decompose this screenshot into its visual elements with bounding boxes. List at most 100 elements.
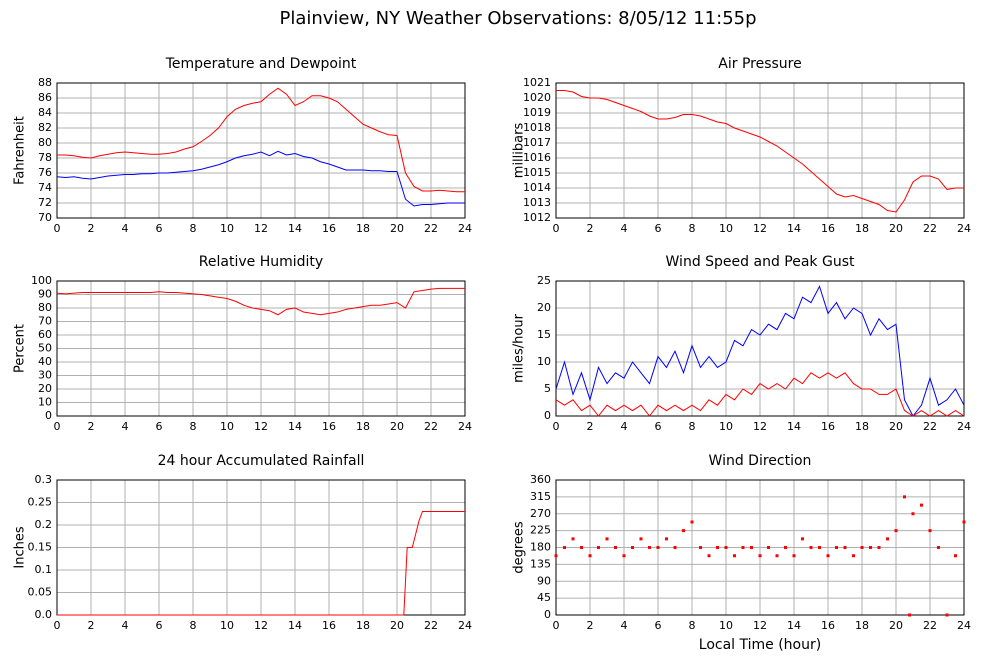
x-tick-label: 10 [719, 619, 733, 632]
data-point [852, 554, 855, 558]
y-tick-label: 0 [544, 608, 551, 621]
y-tick-label: 20 [537, 301, 551, 314]
data-point [639, 537, 643, 541]
y-tick-label: 10 [537, 355, 551, 368]
x-tick-label: 22 [923, 222, 937, 235]
y-axis-label: Percent [13, 324, 28, 373]
y-tick-label: 180 [530, 541, 551, 554]
data-point [648, 546, 651, 549]
chart-title: Wind Speed and Peak Gust [666, 254, 855, 270]
x-tick-label: 8 [190, 619, 197, 632]
data-point [690, 520, 694, 524]
plot-frame [555, 479, 965, 616]
x-tick-label: 14 [787, 420, 801, 433]
y-tick-label: 1015 [523, 166, 551, 179]
x-tick-label: 10 [220, 619, 234, 632]
y-tick-label: 0.1 [35, 563, 53, 576]
data-point [605, 537, 609, 541]
data-point [673, 546, 677, 549]
y-tick-label: 70 [38, 315, 52, 328]
y-axis-label: millibars [512, 123, 527, 179]
chart-title: Relative Humidity [199, 254, 323, 270]
x-tick-label: 6 [156, 222, 163, 235]
y-tick-label: 1020 [523, 91, 551, 104]
data-line [57, 511, 465, 616]
data-point [554, 554, 558, 558]
data-point [750, 546, 753, 549]
y-tick-label: 1016 [523, 151, 551, 164]
x-tick-label: 2 [88, 420, 95, 433]
x-tick-label: 14 [787, 222, 801, 235]
x-tick-label: 0 [553, 619, 560, 632]
y-tick-label: 45 [537, 591, 551, 604]
y-tick-label: 88 [38, 76, 52, 89]
x-tick-label: 4 [122, 222, 129, 235]
x-tick-label: 6 [655, 619, 662, 632]
x-tick-label: 2 [88, 222, 95, 235]
x-tick-label: 24 [458, 420, 472, 433]
x-tick-label: 6 [156, 619, 163, 632]
y-axis-label: Inches [13, 526, 28, 568]
x-tick-label: 8 [190, 222, 197, 235]
x-tick-label: 2 [88, 619, 95, 632]
data-point [622, 554, 626, 558]
x-tick-label: 12 [753, 619, 767, 632]
chart-title: Wind Direction [709, 453, 812, 469]
data-point [571, 537, 575, 541]
y-tick-label: 0.3 [35, 473, 53, 486]
x-tick-label: 18 [855, 420, 869, 433]
x-tick-label: 10 [220, 222, 234, 235]
data-point [894, 529, 898, 533]
x-tick-label: 4 [122, 420, 129, 433]
y-tick-label: 30 [38, 369, 52, 382]
y-tick-label: 1017 [523, 136, 551, 149]
data-point [699, 546, 702, 549]
data-point [801, 537, 804, 541]
data-point [767, 546, 770, 549]
x-tick-label: 10 [719, 222, 733, 235]
x-tick-label: 24 [957, 420, 971, 433]
y-tick-label: 1014 [523, 181, 551, 194]
x-tick-label: 8 [689, 222, 696, 235]
x-tick-label: 4 [122, 619, 129, 632]
x-tick-label: 4 [621, 222, 628, 235]
x-tick-label: 8 [689, 420, 696, 433]
x-tick-label: 22 [424, 420, 438, 433]
x-tick-label: 0 [553, 222, 560, 235]
x-tick-label: 12 [254, 222, 268, 235]
x-tick-label: 16 [322, 420, 336, 433]
y-tick-label: 0.25 [28, 496, 53, 509]
y-tick-label: 82 [38, 121, 52, 134]
x-tick-label: 4 [621, 420, 628, 433]
y-tick-label: 74 [38, 181, 52, 194]
y-tick-label: 78 [38, 151, 52, 164]
x-tick-label: 20 [390, 222, 404, 235]
y-tick-label: 90 [537, 574, 551, 587]
x-tick-label: 0 [54, 420, 61, 433]
data-point [877, 546, 881, 549]
x-tick-label: 0 [54, 619, 61, 632]
data-point [656, 546, 660, 549]
y-tick-label: 135 [530, 557, 551, 570]
data-point [886, 537, 889, 541]
data-point [563, 546, 566, 549]
data-point [580, 546, 583, 549]
y-tick-label: 1021 [523, 76, 551, 89]
y-tick-label: 0 [45, 409, 52, 422]
data-point [707, 554, 711, 558]
x-tick-label: 2 [587, 222, 594, 235]
data-point [588, 554, 592, 558]
data-point [716, 546, 719, 549]
x-tick-label: 20 [889, 222, 903, 235]
x-tick-label: 14 [288, 619, 302, 632]
y-tick-label: 270 [530, 507, 551, 520]
x-tick-label: 16 [821, 222, 835, 235]
x-tick-label: 12 [254, 619, 268, 632]
x-tick-label: 18 [356, 420, 370, 433]
y-axis-label: Fahrenheit [13, 116, 28, 185]
data-point [665, 537, 668, 541]
data-point [682, 529, 685, 533]
y-tick-label: 0.0 [35, 608, 53, 621]
data-point [809, 546, 813, 549]
